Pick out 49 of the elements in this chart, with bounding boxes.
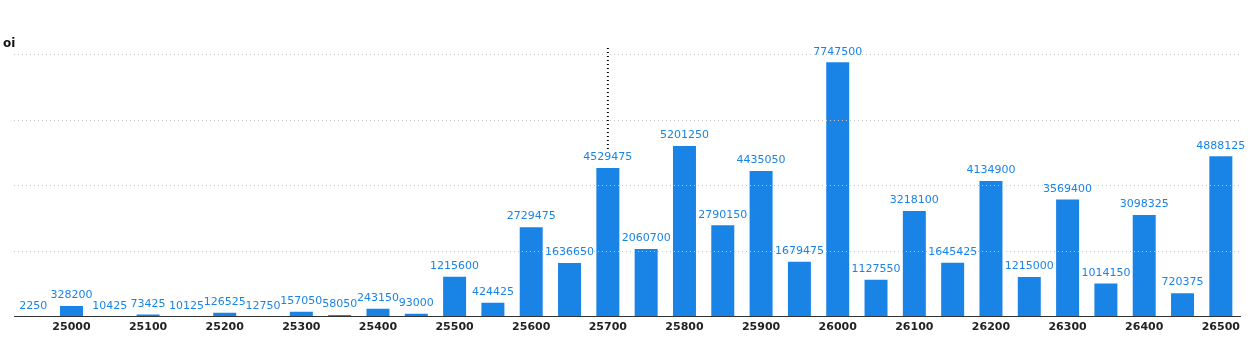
data-label: 10125 <box>168 298 204 312</box>
data-label: 126525 <box>203 295 246 308</box>
x-tick-label: 26300 <box>1048 320 1088 334</box>
x-tick-label: 26400 <box>1125 320 1164 334</box>
x-tick-label: 25800 <box>665 320 704 334</box>
data-label: 1679475 <box>774 243 824 257</box>
data-label: 3098325 <box>1119 197 1169 211</box>
data-label: 10425 <box>92 298 128 312</box>
data-label: 7747500 <box>813 44 863 58</box>
x-tick-label: 26500 <box>1201 320 1241 334</box>
x-tick-label: 25700 <box>588 320 628 334</box>
data-label: 1645425 <box>928 245 978 259</box>
data-label: 3218100 <box>889 193 939 207</box>
data-label: 1215000 <box>1004 259 1054 273</box>
x-tick-label: 25100 <box>128 320 168 334</box>
x-tick-label: 26000 <box>818 320 858 334</box>
x-tick-label: 25900 <box>741 320 781 334</box>
data-label: 1127550 <box>851 262 901 276</box>
data-label: 4888125 <box>1196 138 1246 152</box>
data-label: 243150 <box>356 291 399 305</box>
data-label: 4529475 <box>583 150 633 164</box>
y-axis-title: oi <box>3 36 16 51</box>
data-label: 157050 <box>280 294 323 307</box>
x-tick-label: 26200 <box>971 320 1011 334</box>
x-tick-label: 25600 <box>512 320 551 334</box>
x-tick-label: 26100 <box>895 320 934 334</box>
data-label: 73425 <box>130 296 166 310</box>
data-label: 5201250 <box>659 128 709 142</box>
data-label: 2060700 <box>621 231 671 245</box>
x-tick-label: 25200 <box>205 320 245 334</box>
data-label: 3569400 <box>1043 181 1093 195</box>
data-label: 2790150 <box>698 207 748 221</box>
data-label: 58050 <box>322 297 358 311</box>
data-label: 2250 <box>19 299 48 313</box>
data-label: 720375 <box>1161 275 1204 289</box>
data-label: 2729475 <box>506 209 556 223</box>
data-label: 424425 <box>471 285 514 299</box>
data-label: 93000 <box>398 296 434 310</box>
data-label: 12750 <box>245 298 281 312</box>
data-label: 4134900 <box>966 163 1016 177</box>
data-label: 1215600 <box>430 259 480 273</box>
data-label: 4435050 <box>736 153 786 167</box>
data-label: 1636650 <box>545 245 595 259</box>
data-label: 1014150 <box>1081 265 1131 279</box>
x-tick-label: 25500 <box>435 320 475 334</box>
x-tick-label: 25400 <box>358 320 398 334</box>
x-tick-label: 25000 <box>52 320 91 334</box>
data-label: 328200 <box>50 288 93 302</box>
x-tick-label: 25300 <box>282 320 321 334</box>
